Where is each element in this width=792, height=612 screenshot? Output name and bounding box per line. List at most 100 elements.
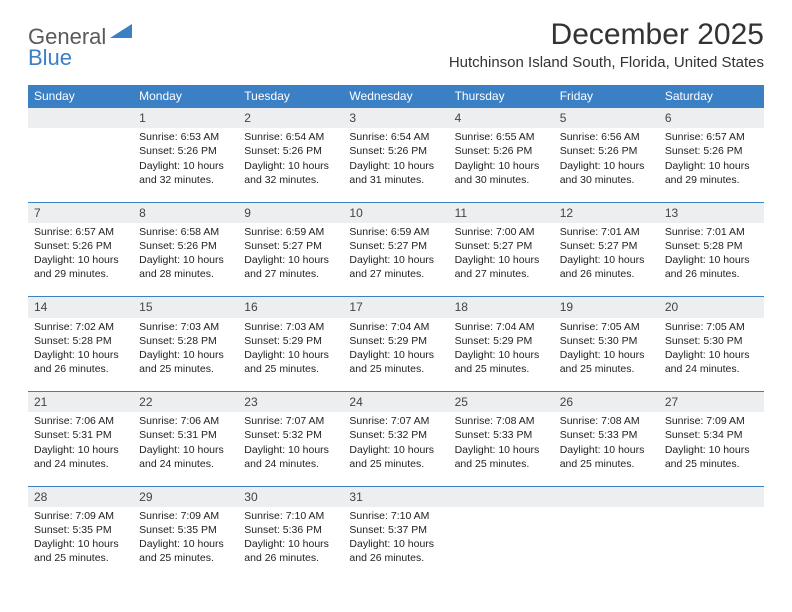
day-content-cell [449, 507, 554, 581]
sunset-text: Sunset: 5:29 PM [244, 334, 337, 348]
day-number-cell: 16 [238, 297, 343, 318]
day-content-cell: Sunrise: 6:54 AMSunset: 5:26 PMDaylight:… [343, 128, 448, 202]
daylight-text: Daylight: 10 hours [560, 159, 653, 173]
day-number-cell [28, 108, 133, 129]
sunset-text: Sunset: 5:33 PM [560, 428, 653, 442]
daylight-text: Daylight: 10 hours [665, 253, 758, 267]
sunset-text: Sunset: 5:27 PM [244, 239, 337, 253]
day-content-cell: Sunrise: 7:07 AMSunset: 5:32 PMDaylight:… [343, 412, 448, 486]
daylight-text: and 28 minutes. [139, 267, 232, 281]
sunset-text: Sunset: 5:30 PM [665, 334, 758, 348]
sunrise-text: Sunrise: 7:06 AM [139, 414, 232, 428]
day-content-cell [28, 128, 133, 202]
daylight-text: and 30 minutes. [455, 173, 548, 187]
sunrise-text: Sunrise: 7:10 AM [349, 509, 442, 523]
sunset-text: Sunset: 5:35 PM [139, 523, 232, 537]
daylight-text: Daylight: 10 hours [139, 537, 232, 551]
daylight-text: Daylight: 10 hours [560, 443, 653, 457]
day-content-cell: Sunrise: 7:04 AMSunset: 5:29 PMDaylight:… [449, 318, 554, 392]
day-number-row: 123456 [28, 108, 764, 129]
sunrise-text: Sunrise: 7:03 AM [244, 320, 337, 334]
day-content-cell: Sunrise: 7:07 AMSunset: 5:32 PMDaylight:… [238, 412, 343, 486]
daylight-text: Daylight: 10 hours [349, 253, 442, 267]
daylight-text: and 31 minutes. [349, 173, 442, 187]
daylight-text: and 24 minutes. [665, 362, 758, 376]
day-content-cell: Sunrise: 7:10 AMSunset: 5:37 PMDaylight:… [343, 507, 448, 581]
daylight-text: and 26 minutes. [560, 267, 653, 281]
sunset-text: Sunset: 5:28 PM [665, 239, 758, 253]
sunset-text: Sunset: 5:28 PM [139, 334, 232, 348]
day-content-cell: Sunrise: 6:57 AMSunset: 5:26 PMDaylight:… [659, 128, 764, 202]
day-number-cell: 17 [343, 297, 448, 318]
daylight-text: Daylight: 10 hours [349, 159, 442, 173]
sunrise-text: Sunrise: 6:54 AM [349, 130, 442, 144]
daylight-text: Daylight: 10 hours [244, 443, 337, 457]
sunset-text: Sunset: 5:29 PM [349, 334, 442, 348]
day-number-row: 21222324252627 [28, 392, 764, 413]
day-number-cell: 30 [238, 486, 343, 507]
day-content-cell: Sunrise: 7:05 AMSunset: 5:30 PMDaylight:… [554, 318, 659, 392]
day-content-cell: Sunrise: 7:03 AMSunset: 5:29 PMDaylight:… [238, 318, 343, 392]
day-content-cell: Sunrise: 7:06 AMSunset: 5:31 PMDaylight:… [133, 412, 238, 486]
daylight-text: Daylight: 10 hours [560, 348, 653, 362]
daylight-text: and 25 minutes. [349, 362, 442, 376]
page-title: December 2025 [449, 18, 764, 52]
day-number-cell: 3 [343, 108, 448, 129]
daylight-text: and 24 minutes. [244, 457, 337, 471]
day-header: Wednesday [343, 85, 448, 108]
sunset-text: Sunset: 5:37 PM [349, 523, 442, 537]
day-header: Sunday [28, 85, 133, 108]
day-header-row: Sunday Monday Tuesday Wednesday Thursday… [28, 85, 764, 108]
sunset-text: Sunset: 5:27 PM [349, 239, 442, 253]
sunrise-text: Sunrise: 7:04 AM [455, 320, 548, 334]
daylight-text: and 25 minutes. [349, 457, 442, 471]
sunrise-text: Sunrise: 7:01 AM [665, 225, 758, 239]
sunset-text: Sunset: 5:26 PM [349, 144, 442, 158]
day-number-cell: 28 [28, 486, 133, 507]
sunrise-text: Sunrise: 6:55 AM [455, 130, 548, 144]
daylight-text: and 29 minutes. [665, 173, 758, 187]
daylight-text: Daylight: 10 hours [34, 443, 127, 457]
daylight-text: Daylight: 10 hours [560, 253, 653, 267]
sunset-text: Sunset: 5:29 PM [455, 334, 548, 348]
day-number-cell: 7 [28, 202, 133, 223]
sunset-text: Sunset: 5:27 PM [455, 239, 548, 253]
sunrise-text: Sunrise: 6:53 AM [139, 130, 232, 144]
day-header: Monday [133, 85, 238, 108]
day-content-cell: Sunrise: 7:05 AMSunset: 5:30 PMDaylight:… [659, 318, 764, 392]
daylight-text: and 30 minutes. [560, 173, 653, 187]
sunset-text: Sunset: 5:26 PM [455, 144, 548, 158]
day-number-row: 78910111213 [28, 202, 764, 223]
title-block: December 2025 Hutchinson Island South, F… [449, 18, 764, 81]
day-content-cell: Sunrise: 7:09 AMSunset: 5:35 PMDaylight:… [133, 507, 238, 581]
day-content-row: Sunrise: 7:02 AMSunset: 5:28 PMDaylight:… [28, 318, 764, 392]
sunrise-text: Sunrise: 7:09 AM [139, 509, 232, 523]
day-content-cell: Sunrise: 7:01 AMSunset: 5:28 PMDaylight:… [659, 223, 764, 297]
day-number-cell: 6 [659, 108, 764, 129]
day-content-cell: Sunrise: 7:01 AMSunset: 5:27 PMDaylight:… [554, 223, 659, 297]
day-content-cell: Sunrise: 6:59 AMSunset: 5:27 PMDaylight:… [343, 223, 448, 297]
sunset-text: Sunset: 5:26 PM [560, 144, 653, 158]
daylight-text: Daylight: 10 hours [349, 443, 442, 457]
sunrise-text: Sunrise: 7:03 AM [139, 320, 232, 334]
day-number-cell: 26 [554, 392, 659, 413]
sunrise-text: Sunrise: 6:58 AM [139, 225, 232, 239]
sunrise-text: Sunrise: 6:59 AM [349, 225, 442, 239]
sunrise-text: Sunrise: 7:01 AM [560, 225, 653, 239]
sunset-text: Sunset: 5:26 PM [139, 239, 232, 253]
sunrise-text: Sunrise: 7:00 AM [455, 225, 548, 239]
sunset-text: Sunset: 5:30 PM [560, 334, 653, 348]
day-number-cell: 10 [343, 202, 448, 223]
daylight-text: Daylight: 10 hours [244, 159, 337, 173]
calendar-head: Sunday Monday Tuesday Wednesday Thursday… [28, 85, 764, 108]
daylight-text: Daylight: 10 hours [139, 443, 232, 457]
day-number-cell: 20 [659, 297, 764, 318]
daylight-text: and 25 minutes. [244, 362, 337, 376]
sunset-text: Sunset: 5:32 PM [244, 428, 337, 442]
day-number-row: 14151617181920 [28, 297, 764, 318]
day-content-cell: Sunrise: 7:02 AMSunset: 5:28 PMDaylight:… [28, 318, 133, 392]
daylight-text: Daylight: 10 hours [34, 348, 127, 362]
calendar-table: Sunday Monday Tuesday Wednesday Thursday… [28, 85, 764, 581]
day-content-row: Sunrise: 7:09 AMSunset: 5:35 PMDaylight:… [28, 507, 764, 581]
day-number-cell: 5 [554, 108, 659, 129]
